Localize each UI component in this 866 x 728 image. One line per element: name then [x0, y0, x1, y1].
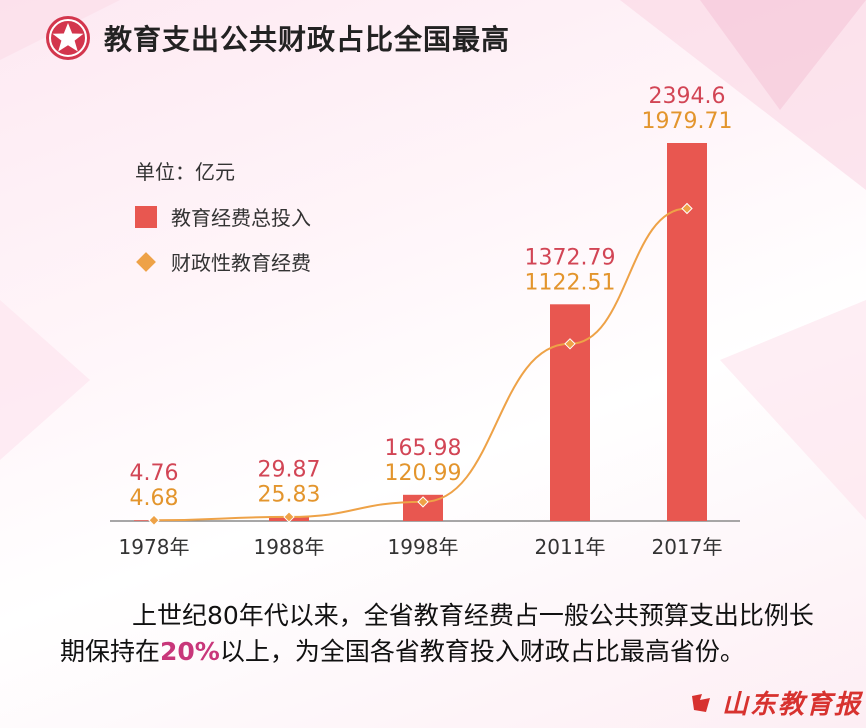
bar-value-label-1978年: 4.76	[130, 461, 179, 486]
line-value-label-1978年: 4.68	[130, 486, 179, 511]
publisher-logo: 山东教育报	[690, 684, 862, 721]
caption-part2: 以上，为全国各省教育投入财政占比最高省份。	[219, 637, 745, 666]
chart-header: 教育支出公共财政占比全国最高	[44, 14, 510, 62]
line-value-label-2017年: 1979.71	[642, 109, 733, 134]
chart-title: 教育支出公共财政占比全国最高	[104, 23, 511, 56]
x-tick-label-1998年: 1998年	[388, 535, 459, 559]
line-point-2011年	[564, 338, 576, 350]
bar-value-label-2017年: 2394.6	[649, 84, 726, 109]
line-point-1978年	[148, 514, 160, 526]
bar-value-label-2011年: 1372.79	[525, 245, 616, 270]
legend-bar-label: 教育经费总投入	[171, 206, 311, 230]
caption-highlight: 20%	[160, 637, 220, 666]
x-tick-label-1988年: 1988年	[254, 535, 325, 559]
bar-2011年	[550, 304, 590, 521]
legend-bar-swatch	[135, 205, 157, 228]
x-tick-label-1978年: 1978年	[119, 535, 190, 559]
legend-line-label: 财政性教育经费	[171, 251, 311, 275]
line-series-path	[153, 207, 688, 522]
line-point-1998年	[417, 496, 429, 508]
legend-item-bar: 教育经费总投入	[135, 202, 311, 231]
logo-text: 山东教育报	[722, 690, 863, 720]
line-point-1988年	[283, 511, 295, 523]
unit-label: 单位：亿元	[135, 160, 235, 184]
caption-part1: 上世纪80年代以来，全省教育经费占一般公共预算支出比例长期保持在	[60, 601, 814, 666]
legend-item-line: 财政性教育经费	[135, 247, 311, 276]
caption-text: 上世纪80年代以来，全省教育经费占一般公共预算支出比例长期保持在20%以上，为全…	[60, 598, 820, 670]
bar-2017年	[667, 143, 707, 521]
bar-value-label-1988年: 29.87	[258, 457, 321, 482]
bar-value-label-1998年: 165.98	[385, 436, 462, 461]
line-value-label-1998年: 120.99	[385, 461, 462, 486]
line-value-label-2011年: 1122.51	[525, 270, 616, 295]
line-value-label-1988年: 25.83	[258, 482, 321, 507]
x-tick-label-2017年: 2017年	[652, 535, 723, 559]
x-tick-label-2011年: 2011年	[535, 535, 606, 559]
star-icon	[46, 16, 90, 60]
logo-mark-icon	[692, 693, 710, 712]
line-point-2017年	[681, 202, 693, 215]
